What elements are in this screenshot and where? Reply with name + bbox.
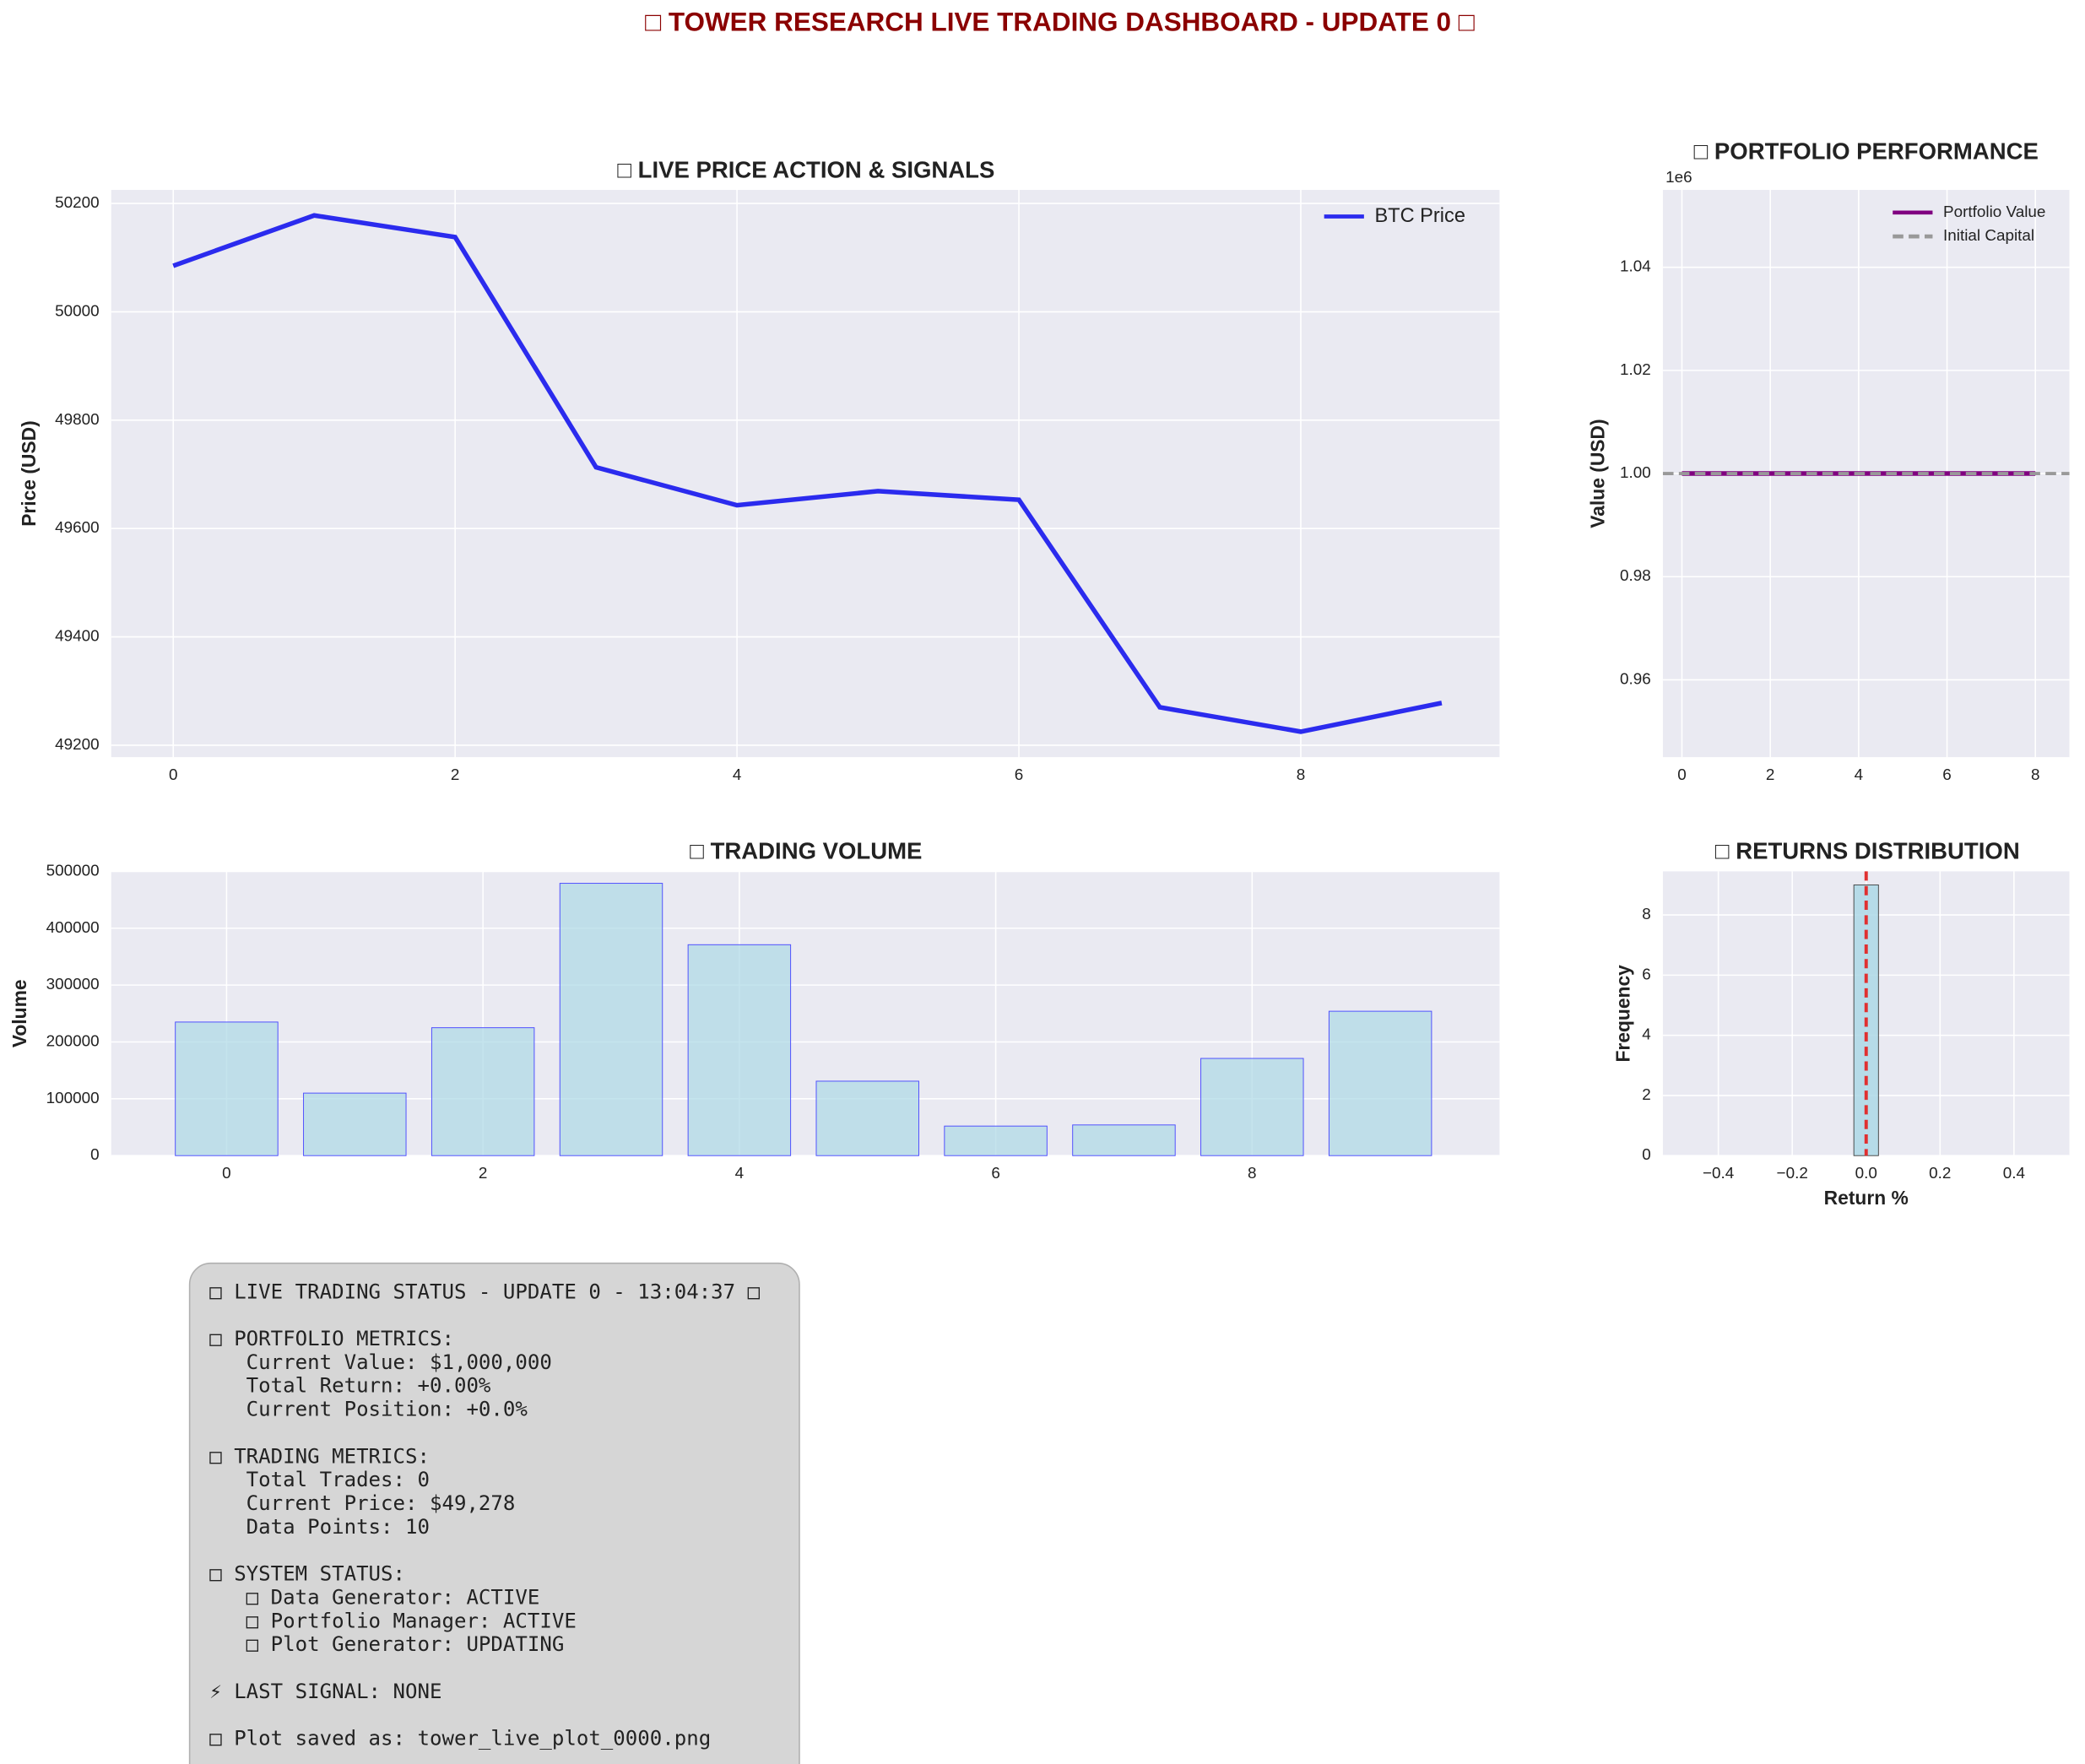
status-line: Current Value: $1,000,000 bbox=[209, 1350, 552, 1374]
bar bbox=[1072, 1124, 1176, 1156]
bar bbox=[1328, 1010, 1432, 1156]
y-tick-label: 0 bbox=[90, 1146, 100, 1164]
x-tick-label: 0 bbox=[222, 1165, 231, 1182]
bar bbox=[175, 1021, 279, 1156]
y-axis-label: Frequency bbox=[1611, 965, 1633, 1063]
status-line: □ Plot Generator: UPDATING bbox=[209, 1632, 564, 1656]
chart-title: □ TRADING VOLUME bbox=[690, 838, 922, 864]
chart-title: □ RETURNS DISTRIBUTION bbox=[1715, 838, 2020, 864]
status-line: □ Data Generator: ACTIVE bbox=[209, 1585, 539, 1609]
x-tick-label: 2 bbox=[479, 1165, 488, 1182]
y-tick-label: 0.98 bbox=[1620, 567, 1651, 585]
status-line: Total Return: +0.00% bbox=[209, 1374, 491, 1398]
bar bbox=[944, 1125, 1048, 1156]
x-tick-label: 8 bbox=[2031, 766, 2040, 784]
status-line: □ LIVE TRADING STATUS - UPDATE 0 - 13:04… bbox=[209, 1280, 760, 1303]
bar bbox=[815, 1080, 919, 1156]
x-tick-label: −0.4 bbox=[1703, 1165, 1734, 1182]
y-tick-label: 49600 bbox=[55, 519, 100, 537]
y-tick-label: 8 bbox=[1642, 906, 1651, 923]
x-tick-label: 0.2 bbox=[1929, 1165, 1951, 1182]
x-tick-label: 8 bbox=[1297, 766, 1306, 784]
x-tick-label: 0.4 bbox=[2003, 1165, 2025, 1182]
y-tick-label: 50000 bbox=[55, 302, 100, 320]
bar bbox=[559, 883, 663, 1156]
x-tick-label: 0.0 bbox=[1855, 1165, 1877, 1182]
x-tick-label: 6 bbox=[1015, 766, 1024, 784]
y-tick-label: 500000 bbox=[46, 862, 100, 879]
x-tick-label: 6 bbox=[1942, 766, 1951, 784]
y-tick-label: 50200 bbox=[55, 194, 100, 212]
x-tick-label: 2 bbox=[451, 766, 460, 784]
legend-label: Portfolio Value bbox=[1943, 203, 2045, 221]
y-axis-label: Value (USD) bbox=[1586, 419, 1608, 528]
x-tick-label: 4 bbox=[733, 766, 741, 784]
status-line: □ SYSTEM STATUS: bbox=[209, 1562, 405, 1586]
status-line: □ PORTFOLIO METRICS: bbox=[209, 1327, 454, 1350]
x-axis-label: Return % bbox=[1824, 1187, 1909, 1209]
bar bbox=[687, 944, 792, 1156]
status-line: Data Points: 10 bbox=[209, 1515, 430, 1539]
y-tick-label: 1.00 bbox=[1620, 464, 1651, 482]
y-tick-label: 0 bbox=[1642, 1146, 1651, 1164]
bar bbox=[303, 1092, 407, 1156]
x-tick-label: −0.2 bbox=[1777, 1165, 1808, 1182]
y-tick-label: 6 bbox=[1642, 966, 1651, 983]
y-axis-label: Price (USD) bbox=[18, 420, 40, 527]
status-line: Current Price: $49,278 bbox=[209, 1491, 515, 1515]
y-tick-label: 2 bbox=[1642, 1086, 1651, 1104]
y-tick-label: 0.96 bbox=[1620, 670, 1651, 688]
status-line: □ TRADING METRICS: bbox=[209, 1444, 430, 1468]
y-offset-label: 1e6 bbox=[1665, 169, 1692, 187]
y-tick-label: 4 bbox=[1642, 1026, 1651, 1044]
y-tick-label: 1.02 bbox=[1620, 361, 1651, 379]
x-tick-label: 0 bbox=[169, 766, 178, 784]
status-line: ⚡ LAST SIGNAL: NONE bbox=[209, 1680, 441, 1703]
x-tick-label: 4 bbox=[735, 1165, 744, 1182]
status-box bbox=[188, 1262, 800, 1764]
y-axis-label: Volume bbox=[8, 979, 30, 1047]
status-line: Current Position: +0.0% bbox=[209, 1398, 528, 1421]
legend-label: Initial Capital bbox=[1943, 227, 2034, 245]
x-tick-label: 0 bbox=[1677, 766, 1687, 784]
line-series bbox=[172, 213, 1443, 734]
bar bbox=[1200, 1058, 1304, 1156]
x-tick-label: 6 bbox=[991, 1165, 1000, 1182]
x-tick-label: 8 bbox=[1248, 1165, 1257, 1182]
y-tick-label: 49400 bbox=[55, 628, 100, 646]
status-line: □ Portfolio Manager: ACTIVE bbox=[209, 1609, 577, 1632]
y-tick-label: 100000 bbox=[46, 1090, 100, 1107]
y-tick-label: 1.04 bbox=[1620, 258, 1651, 276]
y-tick-label: 400000 bbox=[46, 919, 100, 937]
y-tick-label: 49200 bbox=[55, 736, 100, 754]
y-tick-label: 200000 bbox=[46, 1032, 100, 1050]
chart-title: □ PORTFOLIO PERFORMANCE bbox=[1694, 138, 2039, 164]
y-tick-label: 300000 bbox=[46, 976, 100, 993]
y-tick-label: 49800 bbox=[55, 411, 100, 429]
status-line: □ Plot saved as: tower_live_plot_0000.pn… bbox=[209, 1727, 711, 1750]
bar bbox=[431, 1027, 535, 1156]
chart-title: □ LIVE PRICE ACTION & SIGNALS bbox=[617, 156, 994, 182]
x-tick-label: 2 bbox=[1766, 766, 1775, 784]
status-line: Total Trades: 0 bbox=[209, 1468, 430, 1491]
plot-area bbox=[111, 190, 1500, 758]
dashboard-title: □ TOWER RESEARCH LIVE TRADING DASHBOARD … bbox=[645, 8, 1475, 37]
x-tick-label: 4 bbox=[1855, 766, 1864, 784]
legend-label: BTC Price bbox=[1374, 205, 1465, 227]
